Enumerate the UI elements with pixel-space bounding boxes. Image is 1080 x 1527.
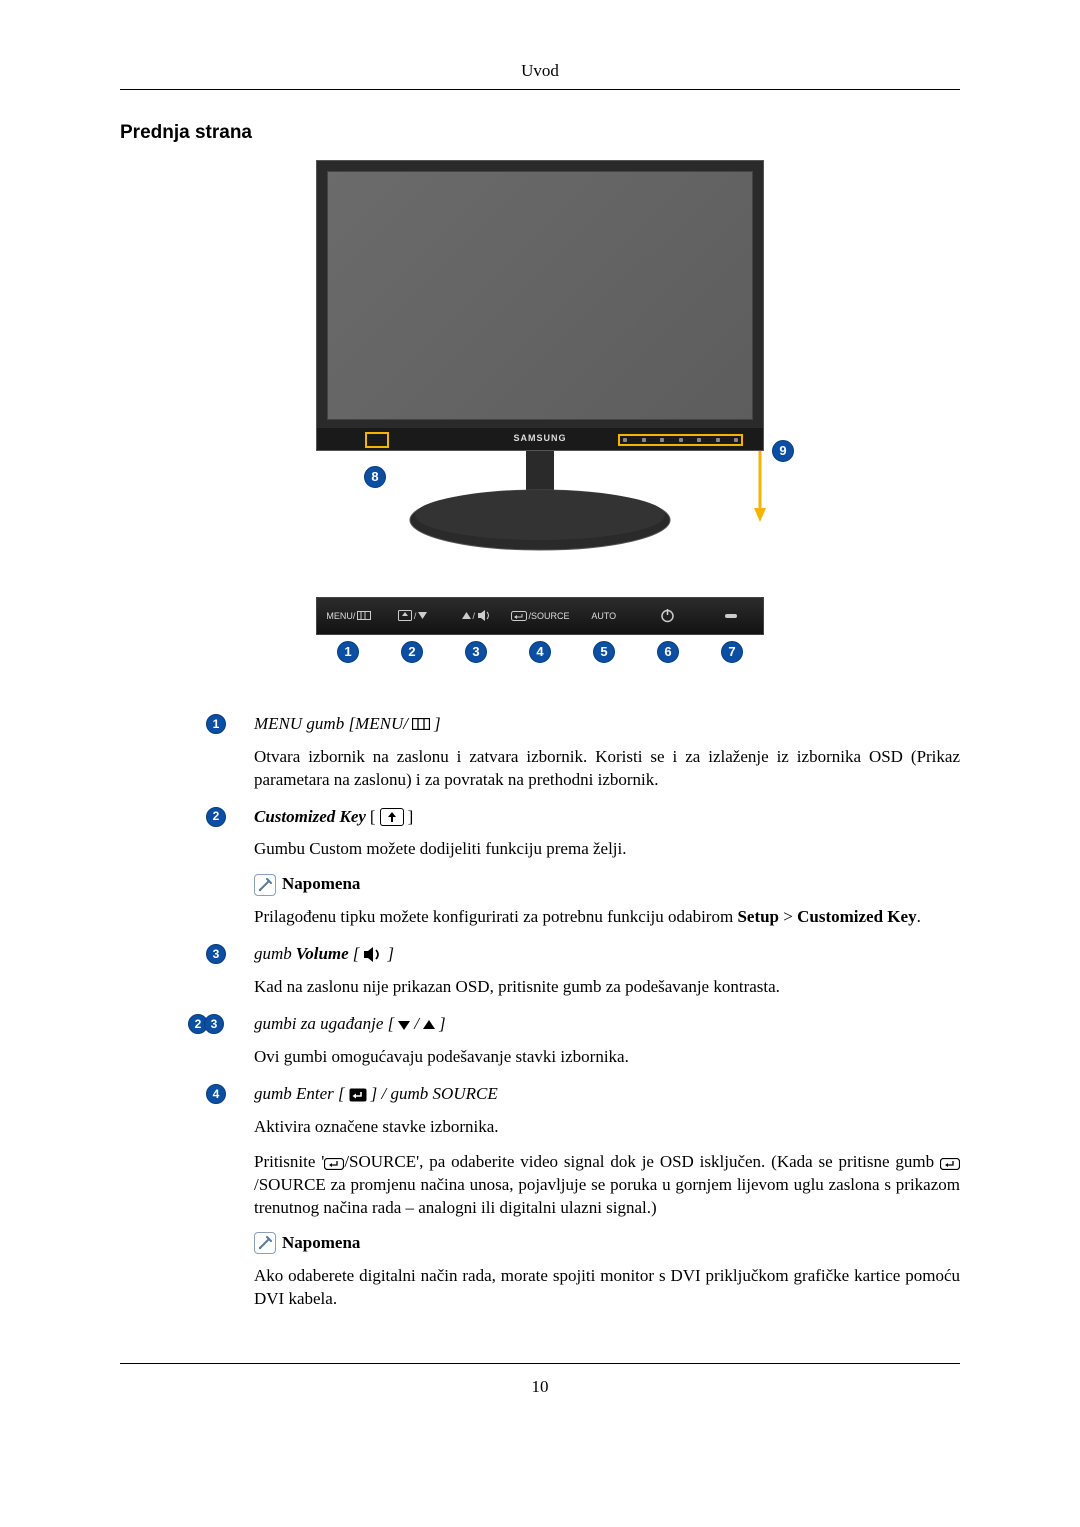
enter-icon [324,1158,344,1170]
item-2-note-header: Napomena [254,873,960,896]
strip-led [699,614,763,618]
item-4-heading: gumb Enter [ ] / gumb SOURCE [254,1083,960,1106]
down-triangle-icon [398,1019,410,1031]
button-strip: MENU/ / / /SOURCE AUTO [316,597,764,635]
item-4-body1: Aktivira označene stavke izbornika. [254,1116,960,1139]
top-rule [120,89,960,90]
strip-auto: AUTO [572,610,636,622]
page-header: Uvod [120,60,960,83]
item-4-note-header: Napomena [254,1232,960,1255]
note-icon [254,1232,276,1254]
monitor-bezel: SAMSUNG [317,428,763,450]
volume-icon [363,947,383,962]
monitor-screen [327,171,753,420]
strip-volume: / [444,610,508,622]
menu-exit-icon [412,718,430,730]
monitor-stand [400,485,680,555]
header-title: Uvod [521,61,559,80]
bullet-3b: 3 [204,1014,224,1034]
sensor-highlight [365,432,389,448]
item-2: 2 Customized Key[ ] Gumbu Custom možete … [206,806,960,942]
callout-7: 7 [721,641,743,663]
strip-power [636,608,700,623]
item-4: 4 gumb Enter [ ] / gumb SOURCE Aktivira … [206,1083,960,1323]
bullet-3: 3 [206,944,226,964]
note-icon [254,874,276,896]
item-2-body: Gumbu Custom možete dodijeliti funkciju … [254,838,960,861]
callout-6: 6 [657,641,679,663]
page-number: 10 [120,1376,960,1399]
strip-numbers-row: 1 2 3 4 5 6 7 [316,641,764,663]
figure-area: 9 SAMSUNG 8 MENU/ [120,160,960,663]
callout-2: 2 [401,641,423,663]
brand-label: SAMSUNG [513,432,566,444]
item-23-heading: gumbi za ugađanje [ / ] [254,1013,960,1036]
item-2-note-body: Prilagođenu tipku možete konfigurirati z… [254,906,960,929]
callout-5: 5 [593,641,615,663]
callout-9: 9 [772,440,794,462]
item-4-note-label: Napomena [282,1232,360,1255]
item-1-body: Otvara izbornik na zaslonu i zatvara izb… [254,746,960,792]
item-2-heading: Customized Key[ ] [254,806,960,829]
bullet-2: 2 [206,807,226,827]
item-2-note-label: Napomena [282,873,360,896]
enter-icon [349,1088,367,1102]
power-icon [660,608,675,623]
custom-key-icon [398,610,412,621]
down-triangle-icon [418,611,427,620]
enter-icon [511,611,527,621]
callout-4: 4 [529,641,551,663]
item-1: 1 MENU gumb [MENU/ ] Otvara izbornik na … [206,713,960,804]
item-2-3: 2 3 gumbi za ugađanje [ / ] Ovi gumbi om… [188,1013,960,1081]
strip-source: /SOURCE [508,610,572,622]
bullet-1: 1 [206,714,226,734]
item-3-heading: gumb Volume [ ] [254,943,960,966]
callout-1: 1 [337,641,359,663]
item-1-heading: MENU gumb [MENU/ ] [254,713,960,736]
up-triangle-icon [423,1019,435,1031]
callout-3: 3 [465,641,487,663]
led-icon [725,614,737,618]
buttons-highlight [618,434,743,446]
strip-menu: MENU/ [317,610,381,622]
up-triangle-icon [462,611,471,620]
item-23-body: Ovi gumbi omogućavaju podešavanje stavki… [254,1046,960,1069]
volume-icon [477,610,491,621]
item-3-body: Kad na zaslonu nije prikazan OSD, pritis… [254,976,960,999]
strip-custom: / [381,610,445,622]
menu-exit-icon [357,611,371,620]
custom-key-icon [380,808,404,826]
item-4-note-body: Ako odaberete digitalni način rada, mora… [254,1265,960,1311]
item-4-body2: Pritisnite '/SOURCE', pa odaberite video… [254,1151,960,1220]
section-title: Prednja strana [120,120,960,146]
monitor-body: SAMSUNG [316,160,764,451]
callout-8: 8 [364,466,386,488]
item-3: 3 gumb Volume [ ] Kad na zaslonu nije pr… [206,943,960,1011]
monitor-figure: 9 SAMSUNG 8 MENU/ [316,160,764,663]
bottom-rule [120,1363,960,1364]
bullet-4: 4 [206,1084,226,1104]
enter-icon [940,1158,960,1170]
button-strip-area: MENU/ / / /SOURCE AUTO [316,597,764,663]
